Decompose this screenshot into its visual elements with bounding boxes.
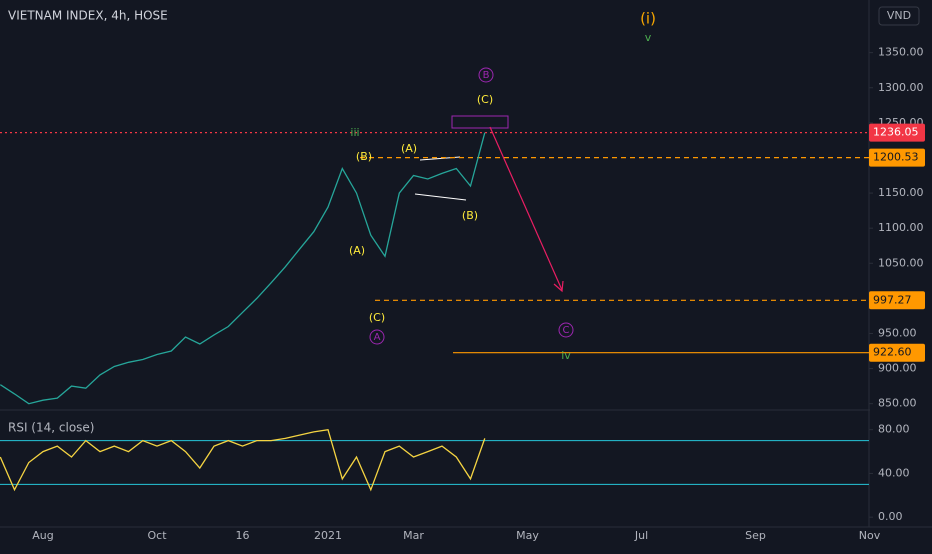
rsi-title: RSI (14, close): [8, 421, 94, 435]
x-tick-label: 2021: [314, 529, 342, 542]
price-level-box: [869, 291, 925, 310]
wave-label: (C): [477, 93, 493, 106]
triangle-bottom: [414, 193, 467, 201]
series-line: [0, 428, 486, 492]
target-box: [451, 115, 509, 129]
y-tick-label: 1050.00: [878, 256, 924, 269]
x-tick-label: Oct: [147, 529, 167, 542]
y-tick-label: 900.00: [878, 362, 917, 375]
price-level-label: 997.27: [873, 293, 912, 306]
price-level-box: [869, 343, 925, 362]
wave-label: iii: [350, 126, 359, 139]
price-level-label: 1200.53: [873, 151, 919, 164]
wave-circle: [369, 329, 385, 345]
wave-label: iv: [561, 349, 571, 362]
price-level-label: 922.60: [873, 346, 912, 359]
wave-label: (A): [349, 244, 365, 257]
series-line: [0, 132, 486, 405]
wave-label: A: [374, 332, 381, 343]
price-level-label: 1236.05: [873, 126, 919, 139]
x-tick-label: Aug: [32, 529, 53, 542]
wave-label: (C): [369, 311, 385, 324]
wave-label: C: [563, 325, 570, 336]
wave-label: (A): [401, 142, 417, 155]
wave-label: (B): [356, 150, 372, 163]
wave-label: (i): [640, 10, 656, 28]
projection-arrow: [489, 126, 563, 291]
x-tick-label: 16: [236, 529, 250, 542]
y-tick-label: 1300.00: [878, 81, 924, 94]
wave-label: B: [483, 70, 490, 81]
chart-title: VIETNAM INDEX, 4h, HOSE: [8, 9, 168, 23]
y-tick-label: 1350.00: [878, 46, 924, 59]
x-tick-label: May: [516, 529, 539, 542]
x-tick-label: Jul: [634, 529, 648, 542]
arrow-head: [553, 280, 564, 293]
y-tick-label: 950.00: [878, 326, 917, 339]
y-tick-label: 1100.00: [878, 221, 924, 234]
wave-label: (B): [462, 209, 478, 222]
wave-circle: [558, 322, 574, 338]
y-tick-label: 40.00: [878, 466, 910, 479]
x-tick-label: Mar: [403, 529, 424, 542]
currency: VND: [887, 9, 911, 22]
x-tick-label: Nov: [859, 529, 881, 542]
x-tick-label: Sep: [745, 529, 766, 542]
y-tick-label: 0.00: [878, 510, 903, 523]
y-tick-label: 850.00: [878, 397, 917, 410]
y-tick-label: 80.00: [878, 423, 910, 436]
y-tick-label: 1150.00: [878, 186, 924, 199]
wave-label: v: [645, 31, 652, 44]
price-level-box: [869, 123, 925, 142]
currency-box: [878, 6, 920, 26]
wave-circle: [478, 67, 494, 83]
price-level-box: [869, 148, 925, 167]
